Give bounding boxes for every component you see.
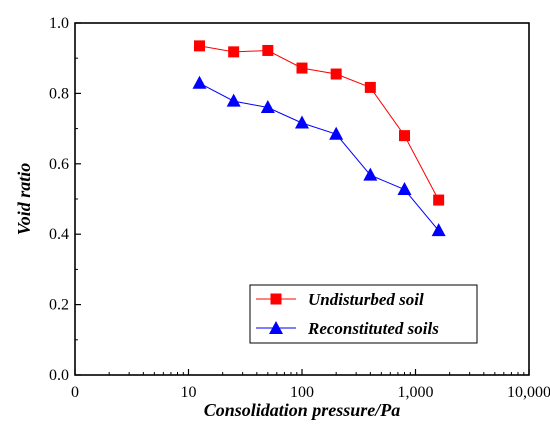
legend-box (249, 284, 478, 344)
legend-marker-undisturbed (270, 293, 282, 305)
data-point-undisturbed-soil (364, 81, 376, 93)
data-point-reconstituted-soils (260, 99, 275, 113)
data-point-undisturbed-soil (228, 46, 240, 58)
data-point-reconstituted-soils (363, 167, 378, 181)
series-layer (192, 40, 446, 237)
ticks-layer: 0 10 100 1,000 10,000 0.0 0.2 0.4 0.6 0.8 1.0 (49, 15, 550, 401)
legend-label-reconstituted: Reconstituted soils (307, 319, 439, 338)
y-axis-label: Void ratio (14, 163, 34, 236)
data-point-reconstituted-soils (295, 115, 309, 129)
y-tick-label: 0.2 (49, 297, 69, 314)
series-line-undisturbed-soil (199, 45, 440, 201)
data-point-reconstituted-soils (226, 93, 241, 107)
x-tick-label: 1,000 (398, 384, 434, 401)
data-point-undisturbed-soil (296, 62, 308, 74)
data-point-undisturbed-soil (399, 130, 411, 142)
data-point-reconstituted-soils (397, 181, 412, 195)
series-line-reconstituted-soils (199, 82, 440, 232)
x-tick-label: 0 (71, 384, 79, 401)
x-tick-label: 10,000 (507, 384, 550, 401)
x-tick-label: 10 (181, 384, 197, 401)
data-point-reconstituted-soils (329, 126, 344, 140)
data-point-undisturbed-soil (330, 68, 342, 80)
data-point-reconstituted-soils (192, 75, 207, 89)
x-axis-label: Consolidation pressure/Pa (204, 400, 401, 420)
legend: Undisturbed soil Reconstituted soils (249, 284, 478, 344)
data-point-undisturbed-soil (193, 40, 205, 52)
y-tick-label: 0.6 (49, 156, 69, 173)
y-tick-label: 1.0 (49, 15, 69, 32)
y-tick-label: 0.0 (49, 367, 69, 384)
data-point-undisturbed-soil (433, 194, 445, 206)
y-tick-label: 0.4 (49, 226, 69, 243)
x-tick-label: 100 (290, 384, 314, 401)
legend-label-undisturbed: Undisturbed soil (308, 290, 424, 309)
y-tick-label: 0.8 (49, 85, 69, 102)
legend-marker-reconstituted (269, 321, 283, 334)
data-point-reconstituted-soils (431, 223, 446, 237)
data-point-undisturbed-soil (262, 44, 274, 56)
